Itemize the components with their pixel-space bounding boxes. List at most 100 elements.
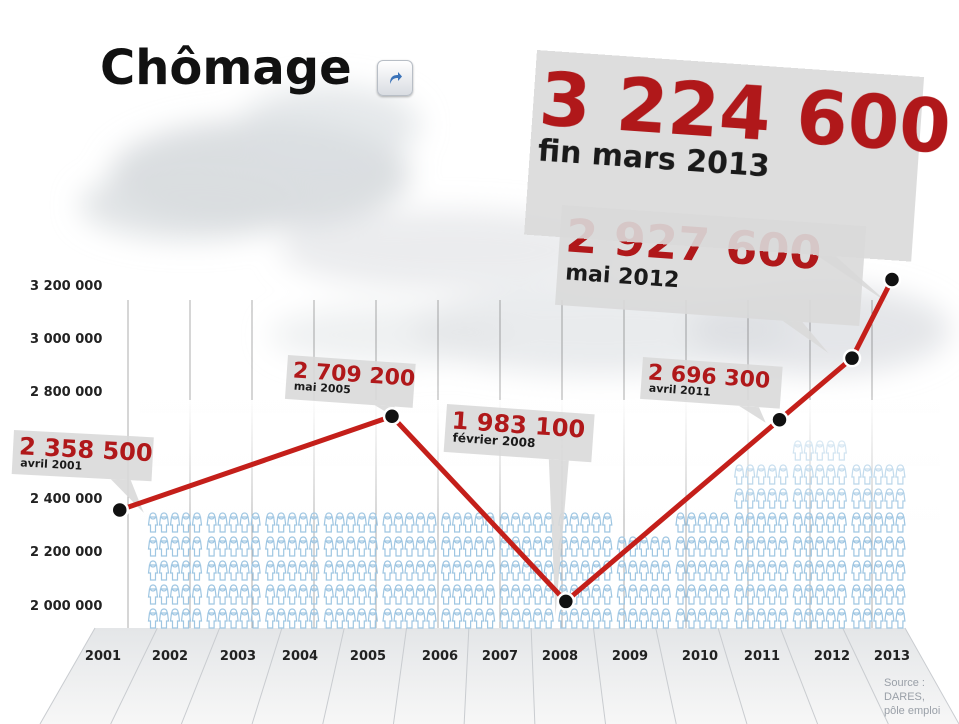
person-icon (473, 560, 485, 581)
person-icon (309, 560, 320, 581)
person-icon (675, 560, 686, 581)
person-icon (616, 536, 628, 557)
person-icon (686, 536, 697, 557)
person-icon (462, 608, 474, 629)
data-point (110, 500, 129, 520)
person-icon (602, 608, 613, 629)
person-icon (276, 608, 287, 629)
person-icon (404, 560, 415, 581)
person-icon (228, 536, 239, 557)
person-icon (569, 536, 580, 557)
person-icon (719, 608, 730, 629)
person-icon (884, 584, 895, 605)
person-icon (323, 608, 334, 629)
person-icon (756, 560, 767, 581)
share-arrow-icon (390, 72, 402, 84)
person-icon (404, 608, 415, 629)
person-icon (803, 560, 814, 581)
person-icon (323, 584, 334, 605)
person-icon (649, 560, 661, 581)
person-icon (767, 608, 778, 629)
person-icon (510, 560, 521, 581)
person-icon (239, 584, 250, 605)
data-point (842, 348, 862, 368)
x-tick-label: 2013 (874, 649, 910, 664)
person-icon (499, 584, 510, 605)
person-icon (191, 536, 203, 557)
x-tick-label: 2008 (542, 649, 578, 664)
person-icon (206, 560, 217, 581)
person-icon (814, 560, 825, 581)
person-icon (484, 560, 496, 581)
floor-line (392, 627, 408, 724)
person-icon (415, 584, 426, 605)
person-icon (334, 608, 345, 629)
data-point (882, 270, 902, 289)
person-icon (884, 608, 895, 629)
person-icon (287, 608, 298, 629)
person-icon (287, 560, 298, 581)
person-icon (836, 560, 847, 581)
person-icon (217, 536, 228, 557)
person-icon (356, 584, 367, 605)
person-icon (356, 560, 367, 581)
person-icon (532, 584, 543, 605)
person-icon (862, 560, 873, 581)
person-icon (276, 536, 287, 557)
share-button[interactable] (377, 60, 413, 96)
y-tick-label: 3 000 000 (30, 332, 102, 347)
person-icon (814, 536, 825, 557)
person-icon (309, 584, 320, 605)
person-icon (792, 560, 803, 581)
person-icon (719, 584, 730, 605)
person-icon (719, 536, 730, 557)
person-icon (462, 584, 474, 605)
person-icon (591, 536, 602, 557)
y-tick-label: 2 800 000 (30, 385, 102, 400)
person-icon (473, 608, 485, 629)
person-icon (638, 608, 650, 629)
person-icon (323, 536, 334, 557)
person-icon (580, 536, 591, 557)
person-icon (191, 584, 203, 605)
person-icon (147, 608, 159, 629)
person-icon (217, 560, 228, 581)
person-icon (191, 560, 203, 581)
person-icon (451, 608, 463, 629)
data-point (770, 410, 789, 429)
person-icon (521, 536, 532, 557)
floor-line (322, 627, 345, 724)
person-icon (345, 608, 356, 629)
page-title: Chômage (100, 40, 352, 96)
person-icon (298, 584, 309, 605)
person-icon (440, 608, 452, 629)
person-icon (323, 560, 334, 581)
x-tick-label: 2001 (85, 649, 121, 664)
person-icon (851, 560, 862, 581)
person-icon (206, 536, 217, 557)
person-icon (792, 608, 803, 629)
person-icon (686, 608, 697, 629)
floor-line (717, 627, 748, 724)
floor-line (251, 627, 283, 724)
person-icon (591, 608, 602, 629)
person-icon (250, 536, 261, 557)
person-icon (686, 584, 697, 605)
person-icon (228, 560, 239, 581)
person-icon (239, 560, 250, 581)
person-icon (451, 584, 463, 605)
person-icon (147, 536, 159, 557)
person-icon (803, 608, 814, 629)
person-icon (265, 560, 276, 581)
person-icon (580, 608, 591, 629)
person-icon (147, 560, 159, 581)
x-tick-label: 2012 (814, 649, 850, 664)
person-icon (510, 584, 521, 605)
y-tick-label: 2 400 000 (30, 492, 102, 507)
person-icon (851, 608, 862, 629)
person-icon (426, 608, 437, 629)
person-icon (558, 560, 569, 581)
